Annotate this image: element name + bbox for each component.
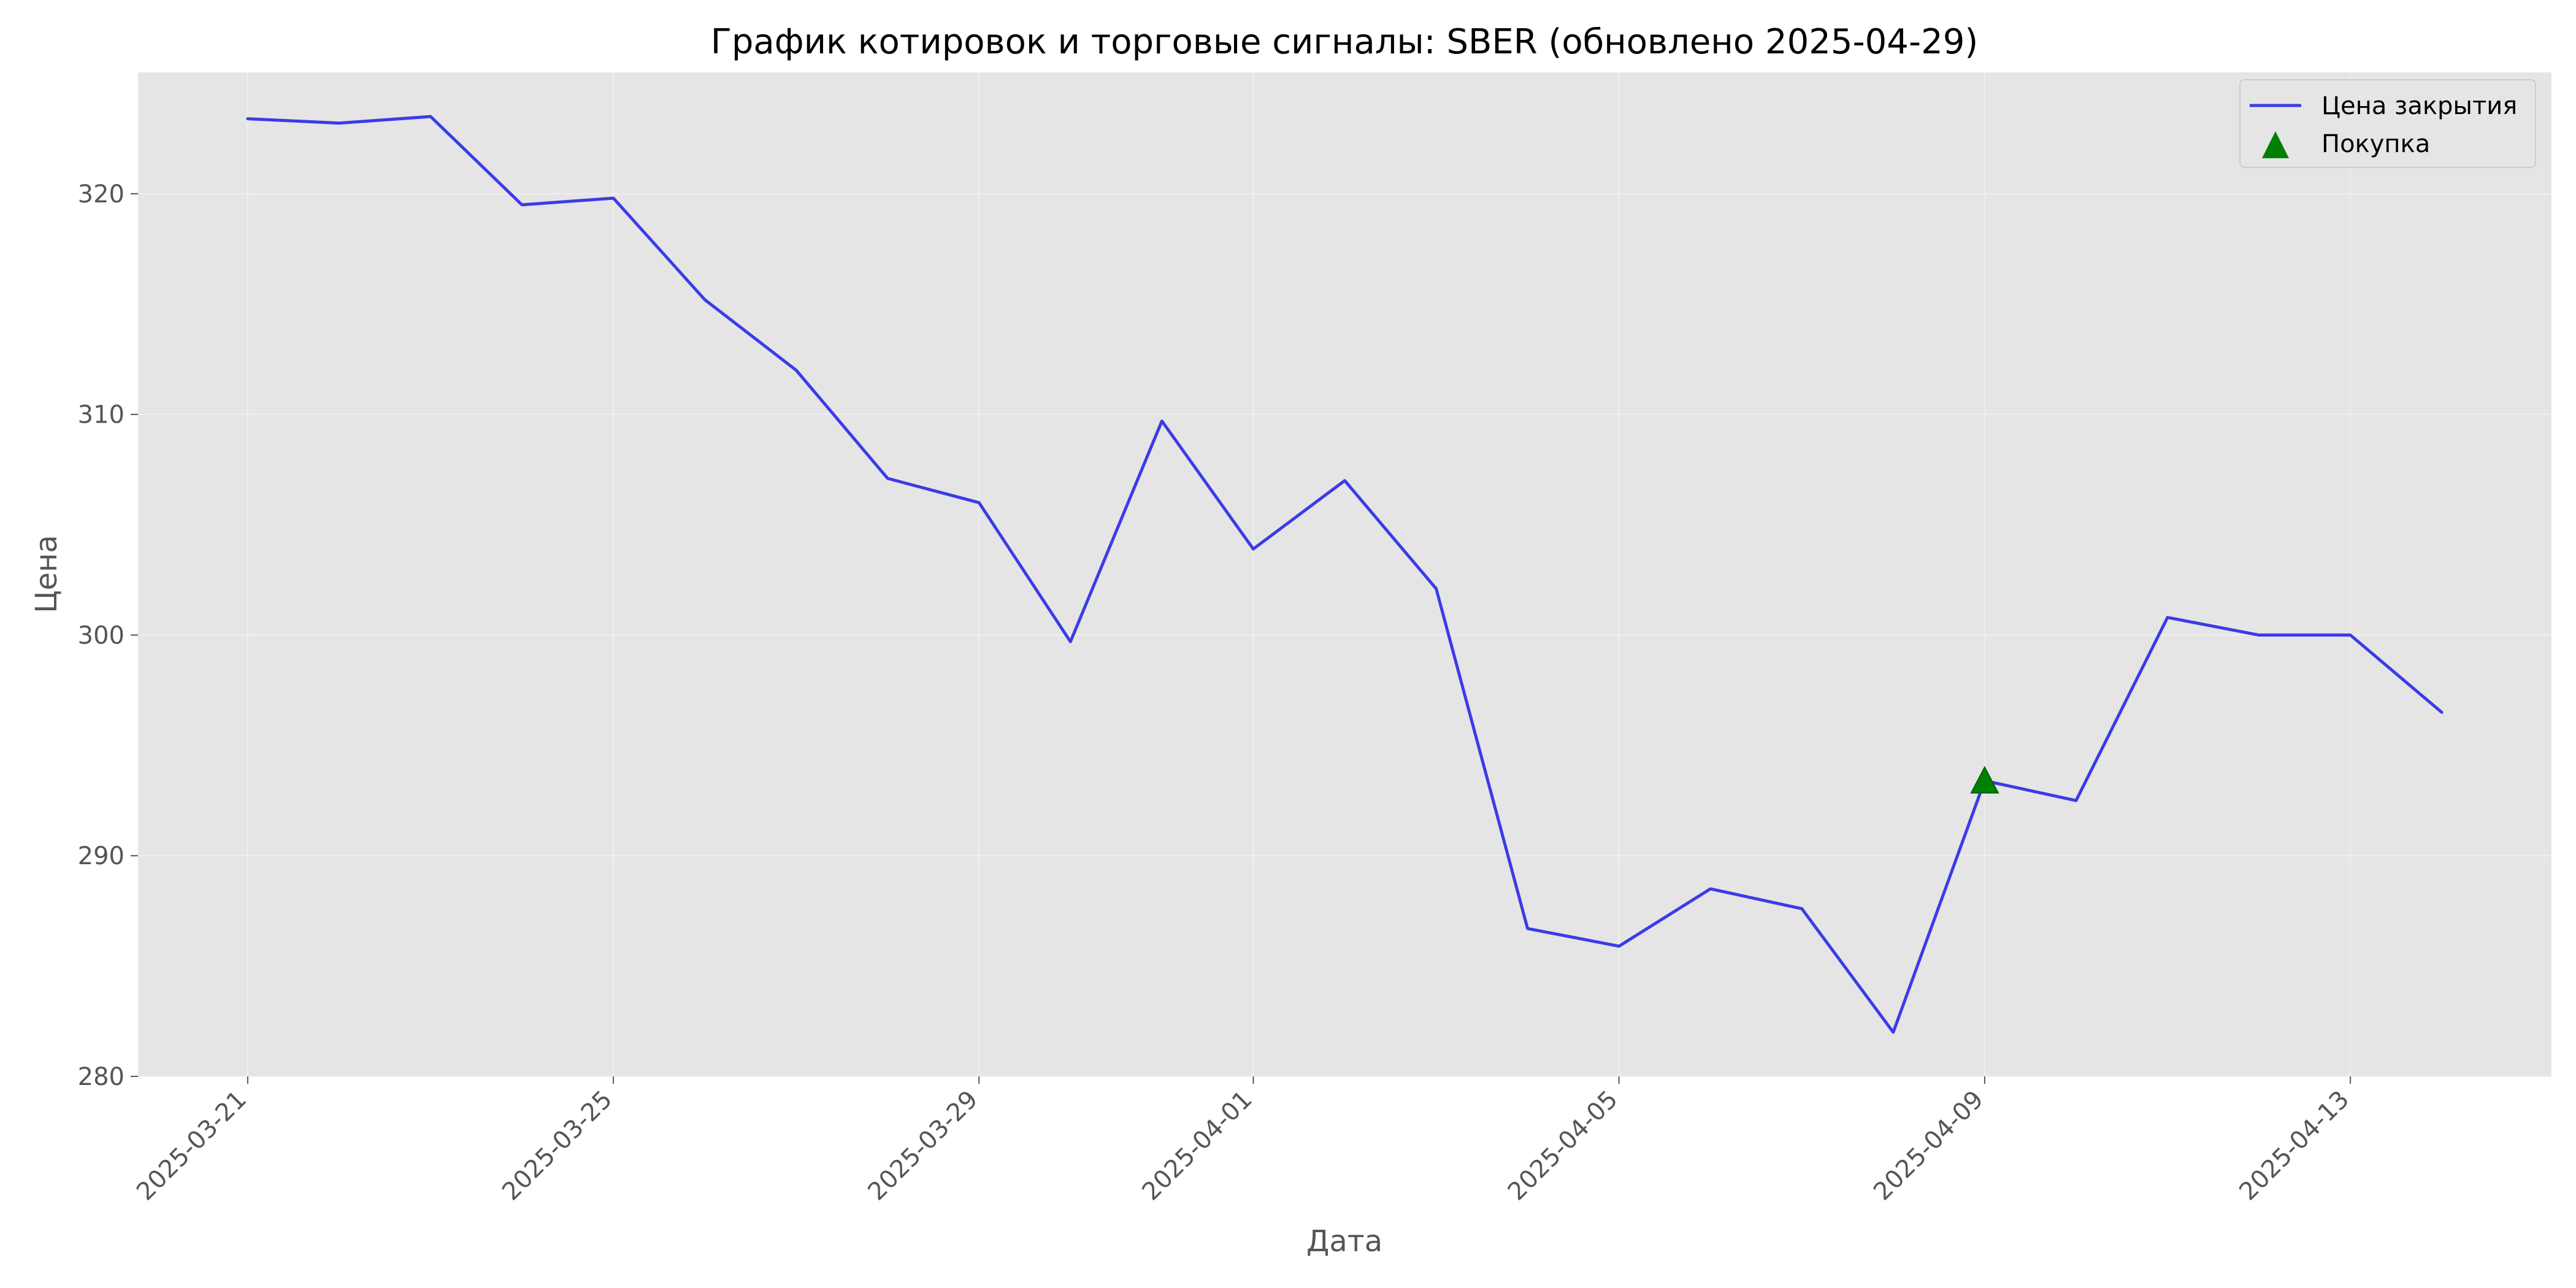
close-price-line (246, 115, 2444, 1034)
x-tick-label: 2025-04-09 (1868, 1086, 1989, 1206)
legend-triangle-icon (2262, 131, 2289, 158)
y-axis-label: Цена (29, 535, 64, 613)
x-axis-label: Дата (1306, 1224, 1382, 1259)
legend: Цена закрытия Покупка (2239, 79, 2536, 168)
legend-label-buy: Покупка (2321, 130, 2430, 158)
x-tick-label: 2025-04-05 (1503, 1086, 1623, 1206)
x-tick-label: 2025-04-01 (1137, 1086, 1258, 1206)
y-tick-label: 280 (78, 1063, 125, 1091)
plot-area (138, 72, 2551, 1076)
buy-signal-marker (1970, 765, 1999, 794)
x-tick-label: 2025-03-25 (497, 1086, 618, 1206)
legend-box (2239, 79, 2536, 168)
grid (138, 72, 2551, 1077)
x-axis: 2025-03-21 2025-03-25 2025-03-29 2025-04-01… (131, 1076, 2355, 1206)
x-tick-label: 2025-04-13 (2234, 1086, 2355, 1206)
y-tick-label: 320 (78, 180, 125, 209)
y-tick-label: 310 (78, 401, 125, 429)
x-tick-label: 2025-03-29 (862, 1086, 983, 1206)
legend-label-close: Цена закрытия (2321, 92, 2517, 120)
y-tick-label: 290 (78, 842, 125, 870)
x-tick-label: 2025-03-21 (131, 1086, 252, 1206)
y-tick-label: 300 (78, 621, 125, 650)
chart-title: График котировок и торговые сигналы: SBE… (711, 22, 1979, 62)
series-layer (246, 115, 2444, 1034)
y-axis: 280 290 300 310 320 (78, 180, 138, 1091)
